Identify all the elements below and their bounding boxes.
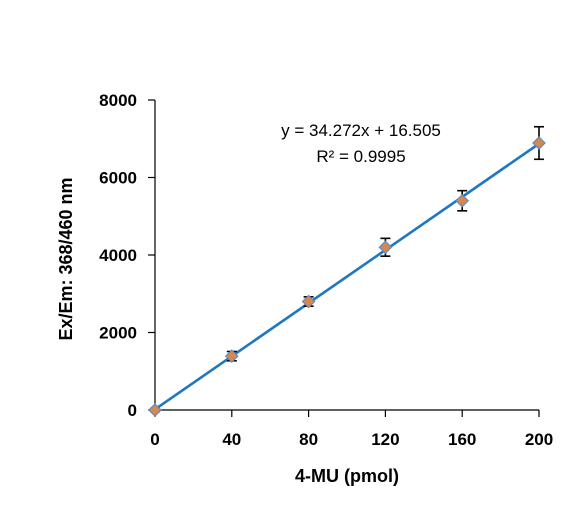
x-tick-label: 160: [448, 430, 476, 449]
x-axis-ticks: 0 40 80 120 160 200: [150, 410, 553, 449]
y-tick-label: 8000: [99, 91, 137, 110]
data-point: [224, 349, 239, 363]
data-point: [378, 240, 393, 255]
y-tick-label: 4000: [99, 246, 137, 265]
data-point: [301, 294, 316, 309]
x-tick-label: 200: [525, 430, 553, 449]
y-tick-label: 0: [128, 401, 137, 420]
error-bars: [150, 125, 544, 413]
data-points: [148, 136, 546, 417]
y-tick-label: 2000: [99, 324, 137, 343]
data-point: [148, 403, 162, 417]
x-tick-label: 40: [222, 430, 241, 449]
x-tick-label: 80: [299, 430, 318, 449]
y-tick-label: 6000: [99, 169, 137, 188]
data-point: [455, 193, 470, 208]
data-point: [532, 136, 546, 150]
x-tick-label: 0: [150, 430, 159, 449]
trendline-layer: [154, 142, 540, 411]
y-axis-ticks: 0 2000 4000 6000 8000: [99, 91, 155, 420]
y-axis-title: Ex/Em: 368/460 nm: [56, 177, 76, 340]
x-tick-label: 120: [371, 430, 399, 449]
trendline-equation: y = 34.272x + 16.505: [281, 121, 441, 140]
r-squared-label: R² = 0.9995: [316, 147, 405, 166]
trendline: [154, 142, 540, 411]
x-axis-title: 4-MU (pmol): [295, 466, 399, 486]
